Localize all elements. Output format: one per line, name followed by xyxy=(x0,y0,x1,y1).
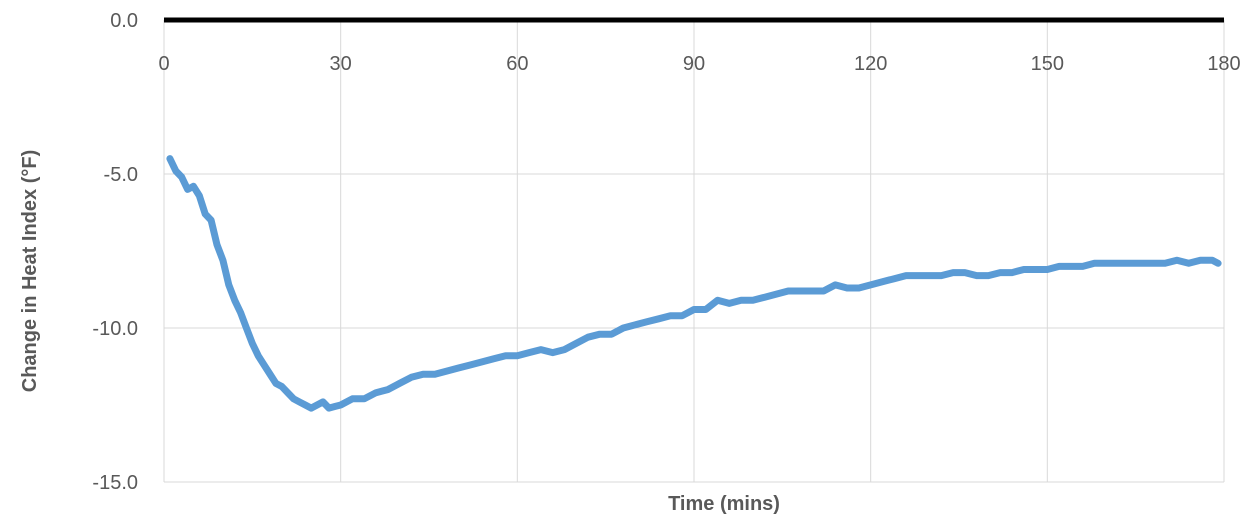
x-tick-label: 60 xyxy=(506,53,528,75)
x-tick-label: 180 xyxy=(1207,53,1240,75)
x-tick-label: 0 xyxy=(158,53,169,75)
y-tick-label: 0.0 xyxy=(110,10,138,32)
series-line xyxy=(166,155,1222,412)
y-tick-label: -15.0 xyxy=(92,472,138,494)
x-tick-label: 150 xyxy=(1031,53,1064,75)
x-gridlines xyxy=(163,20,1225,482)
x-tick-labels: 0 30 60 90 120 150 180 xyxy=(158,53,1240,75)
x-tick-label: 30 xyxy=(330,53,352,75)
x-axis-title: Time (mins) xyxy=(668,493,780,515)
y-axis-title: Change in Heat Index (°F) xyxy=(19,150,41,392)
y-tick-label: -5.0 xyxy=(104,164,138,186)
y-tick-labels: 0.0 -5.0 -10.0 -15.0 xyxy=(92,10,138,494)
x-tick-label: 90 xyxy=(683,53,705,75)
y-tick-label: -10.0 xyxy=(92,318,138,340)
x-tick-label: 120 xyxy=(854,53,887,75)
